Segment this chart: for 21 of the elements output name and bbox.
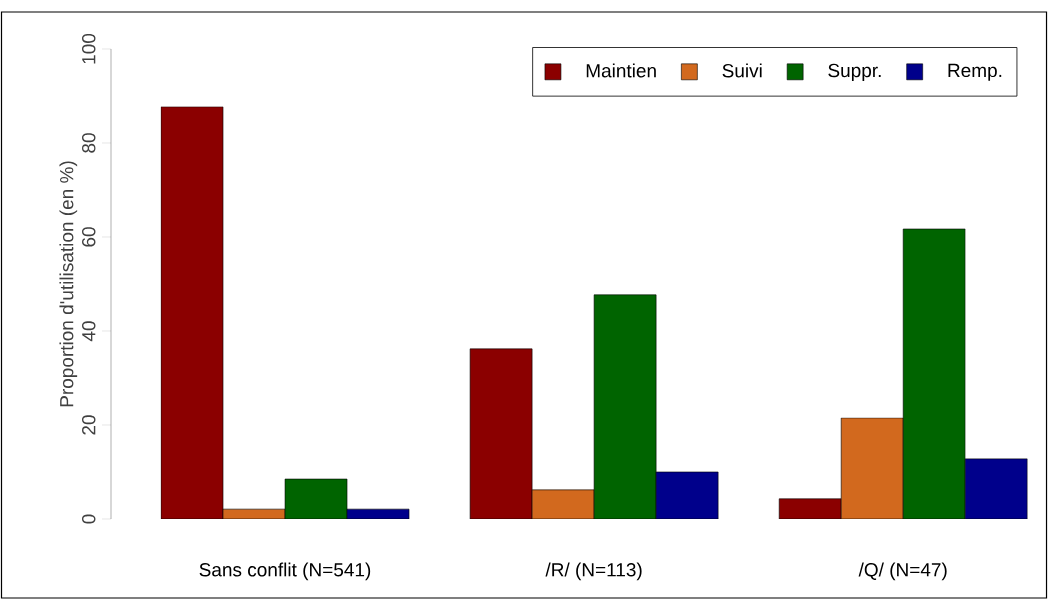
bar — [531, 489, 595, 519]
x-tick-label: Sans conflit (N=541) — [199, 562, 371, 581]
x-tick-label: /R/ (N=113) — [545, 562, 642, 581]
bar — [284, 478, 348, 519]
y-axis-title: Proportion d'utilisation (en %) — [59, 161, 78, 407]
bar — [902, 228, 966, 519]
legend-label: Suppr. — [828, 63, 881, 81]
y-tick-label: 20 — [82, 415, 96, 435]
bar — [655, 471, 719, 519]
y-tick-label: 40 — [82, 321, 96, 342]
legend-label: Maintien — [586, 63, 656, 78]
bar — [840, 417, 904, 519]
bar — [593, 294, 657, 519]
legend-label: Suivi — [722, 63, 762, 78]
y-tick-label: 100 — [82, 33, 96, 64]
y-tick-label: 80 — [82, 133, 96, 153]
y-tick-label: 60 — [82, 227, 96, 247]
x-tick-label: /Q/ (N=47) — [858, 562, 947, 581]
y-tick-label: 0 — [82, 514, 96, 524]
legend-label: Remp. — [948, 63, 1002, 81]
bar — [964, 458, 1028, 519]
